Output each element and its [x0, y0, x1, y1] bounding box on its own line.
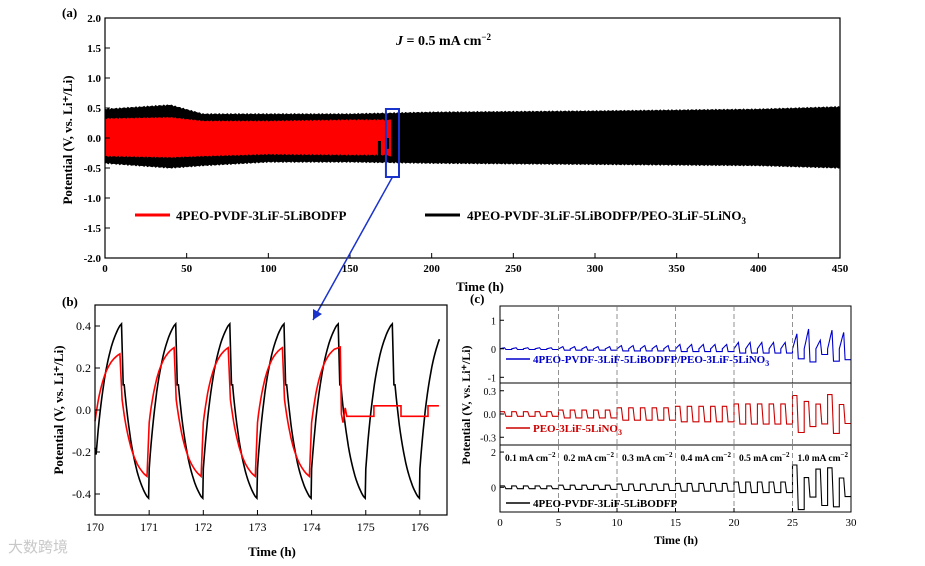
b-xtick-label: 172 — [194, 520, 212, 534]
a-xtick-label: 350 — [668, 263, 685, 275]
a-xtick-label: 200 — [423, 263, 440, 275]
a-ytick-label: 1.0 — [87, 73, 101, 85]
panel-b-ylabel: Potential (V, vs. Li⁺/Li) — [51, 345, 66, 474]
panel-label-c: (c) — [470, 291, 484, 306]
c-current-density-label: 1.0 mA cm−2 — [798, 451, 849, 464]
a-ytick-label: 0.5 — [87, 103, 101, 115]
a-ytick-label: -1.5 — [84, 223, 102, 235]
b-xtick-label: 171 — [140, 520, 158, 534]
a-xtick-label: 250 — [505, 263, 522, 275]
c-ytick-label: 0.0 — [484, 410, 497, 421]
c-ytick-label: 0.3 — [484, 387, 497, 398]
series-b-red-line — [94, 345, 439, 479]
c-xtick-label: 15 — [670, 517, 682, 529]
panel-label-a: (a) — [62, 5, 77, 20]
b-ytick-label: -0.2 — [72, 445, 91, 459]
b-ytick-label: 0.0 — [76, 403, 91, 417]
c-xtick-label: 10 — [612, 517, 624, 529]
c-ytick-label: 0 — [491, 345, 496, 356]
a-ytick-label: 0.0 — [87, 133, 101, 145]
a-xtick-label: 100 — [260, 263, 277, 275]
c-current-density-label: 0.2 mA cm−2 — [564, 451, 615, 464]
panel-a-axes: 0 50 100 150 200 250 300 350 400 450 -2.0 -1.5 -1.0 -… — [84, 13, 849, 275]
legend-c-2-label: PEO-3LiF-5LiNO3 — [533, 423, 622, 437]
c-xtick-label: 30 — [846, 517, 858, 529]
b-xtick-label: 173 — [248, 520, 266, 534]
panel-a: (a) 0 50 100 150 200 250 300 350 400 450 -2.0 -1.5 -… — [60, 5, 849, 321]
current-density-annotation: J = 0.5 mA cm−2 — [395, 32, 491, 49]
panel-b: (b) 170 171 172 173 174 175 176 -0.4 -0.2 0.0 0.2 0… — [51, 294, 448, 559]
watermark: 大数跨境 — [8, 538, 69, 556]
panel-b-axes: 170 171 172 173 174 175 176 -0.4 -0.2 0.0 0.2 0.4 — [72, 319, 429, 534]
legend-a-black-label: 4PEO-PVDF-3LiF-5LiBODFP/PEO-3LiF-5LiNO3 — [467, 208, 746, 226]
c-ytick-label: 2 — [491, 448, 496, 459]
panel-a-ylabel: Potential (V, vs. Li⁺/Li) — [60, 75, 75, 204]
a-ytick-label: -2.0 — [84, 253, 102, 265]
b-xtick-label: 174 — [303, 520, 321, 534]
b-xtick-label: 176 — [411, 520, 429, 534]
panel-c-xlabel: Time (h) — [654, 533, 698, 547]
zoom-arrow — [312, 176, 394, 321]
legend-c-1-label: 4PEO-PVDF-3LiF-5LiBODFP/PEO-3LiF-5LiNO3 — [533, 354, 769, 368]
b-xtick-label: 170 — [86, 520, 104, 534]
panel-b-xlabel: Time (h) — [248, 544, 296, 559]
panel-b-series — [94, 321, 441, 501]
a-xtick-label: 150 — [342, 263, 359, 275]
panel-c-axes: -1 0 1 4PEO-PVDF-3LiF-5LiBODFP/PEO-3LiF-5Li… — [480, 305, 858, 529]
c-current-density-label: 0.1 mA cm−2 — [505, 451, 556, 464]
series-a-red-envelope — [104, 116, 392, 159]
c-xtick-label: 25 — [787, 517, 799, 529]
c-xtick-label: 0 — [497, 517, 503, 529]
c-ytick-label: 0 — [491, 483, 496, 494]
c-xtick-label: 20 — [729, 517, 741, 529]
c-current-density-label: 0.3 mA cm−2 — [622, 451, 673, 464]
b-ytick-label: 0.4 — [76, 319, 91, 333]
b-xtick-label: 175 — [357, 520, 375, 534]
a-xtick-label: 50 — [181, 263, 193, 275]
a-xtick-label: 450 — [832, 263, 849, 275]
b-ytick-label: -0.4 — [72, 487, 91, 501]
c-current-density-label: 0.5 mA cm−2 — [739, 451, 790, 464]
legend-c-3-label: 4PEO-PVDF-3LiF-5LiBODFP — [533, 498, 677, 510]
panel-label-b: (b) — [62, 294, 78, 309]
zoom-arrow-head — [313, 309, 322, 320]
panel-c-ylabel: Potential (V, vs. Li⁺/Li) — [459, 345, 473, 464]
panel-a-xlabel: Time (h) — [456, 279, 504, 294]
c-current-density-label: 0.4 mA cm−2 — [681, 451, 732, 464]
a-ytick-label: 2.0 — [87, 13, 101, 25]
c-ytick-label: -0.3 — [480, 433, 496, 444]
a-xtick-label: 300 — [587, 263, 604, 275]
a-ytick-label: 1.5 — [87, 43, 101, 55]
b-ytick-label: 0.2 — [76, 361, 91, 375]
series-b-black-line — [94, 321, 441, 501]
a-ytick-label: -0.5 — [84, 163, 102, 175]
series-a-failure-spikes — [377, 138, 390, 158]
c-ytick-label: 1 — [491, 316, 496, 327]
c-ytick-label: -1 — [488, 373, 496, 384]
c-xtick-label: 5 — [556, 517, 562, 529]
a-xtick-label: 400 — [750, 263, 767, 275]
panel-b-frame — [94, 304, 448, 516]
panel-a-series — [104, 104, 841, 169]
a-xtick-label: 0 — [102, 263, 108, 275]
a-ytick-label: -1.0 — [84, 193, 102, 205]
legend-a-red-label: 4PEO-PVDF-3LiF-5LiBODFP — [176, 208, 346, 223]
panel-c: (c) -1 0 1 4PEO-PVDF-3LiF-5LiBODFP/PEO-3LiF… — [459, 291, 857, 547]
